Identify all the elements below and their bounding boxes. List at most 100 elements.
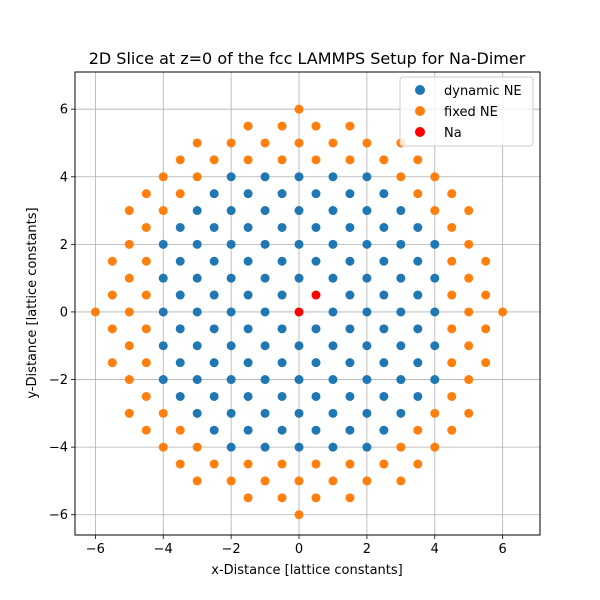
- y-tick-label: −6: [49, 508, 68, 523]
- point-dynamic-ne: [260, 206, 270, 216]
- point-dynamic-ne: [396, 307, 406, 317]
- x-axis-label: x-Distance [lattice constants]: [211, 563, 402, 578]
- point-fixed-ne: [481, 358, 491, 368]
- point-fixed-ne: [243, 493, 253, 503]
- point-dynamic-ne: [277, 358, 287, 368]
- point-fixed-ne: [141, 324, 151, 334]
- point-dynamic-ne: [158, 239, 168, 249]
- points-layer: [90, 104, 508, 520]
- point-fixed-ne: [107, 324, 117, 334]
- point-fixed-ne: [192, 172, 202, 182]
- y-tick-label: 6: [60, 103, 68, 118]
- point-dynamic-ne: [226, 239, 236, 249]
- point-dynamic-ne: [243, 256, 253, 266]
- point-dynamic-ne: [311, 189, 321, 199]
- point-dynamic-ne: [328, 273, 338, 283]
- point-dynamic-ne: [277, 324, 287, 334]
- point-dynamic-ne: [243, 425, 253, 435]
- point-fixed-ne: [260, 138, 270, 148]
- point-dynamic-ne: [328, 307, 338, 317]
- point-fixed-ne: [481, 324, 491, 334]
- point-fixed-ne: [124, 375, 134, 385]
- legend-label-na: Na: [444, 126, 462, 141]
- point-dynamic-ne: [260, 375, 270, 385]
- point-dynamic-ne: [226, 273, 236, 283]
- point-dynamic-ne: [158, 273, 168, 283]
- point-fixed-ne: [243, 155, 253, 165]
- point-fixed-ne: [277, 155, 287, 165]
- y-tick-label: −2: [49, 373, 68, 388]
- point-fixed-ne: [192, 138, 202, 148]
- point-dynamic-ne: [192, 307, 202, 317]
- point-dynamic-ne: [277, 425, 287, 435]
- point-fixed-ne: [464, 307, 474, 317]
- point-dynamic-ne: [413, 290, 423, 300]
- point-fixed-ne: [175, 425, 185, 435]
- point-dynamic-ne: [175, 290, 185, 300]
- x-tick-label: −4: [154, 542, 173, 557]
- point-dynamic-ne: [413, 324, 423, 334]
- point-fixed-ne: [124, 341, 134, 351]
- point-fixed-ne: [90, 307, 100, 317]
- point-fixed-ne: [294, 476, 304, 486]
- point-dynamic-ne: [294, 442, 304, 452]
- point-fixed-ne: [481, 290, 491, 300]
- point-dynamic-ne: [362, 408, 372, 418]
- point-dynamic-ne: [192, 375, 202, 385]
- point-dynamic-ne: [226, 375, 236, 385]
- point-dynamic-ne: [226, 442, 236, 452]
- point-dynamic-ne: [175, 222, 185, 232]
- point-dynamic-ne: [243, 391, 253, 401]
- point-fixed-ne: [464, 273, 474, 283]
- point-dynamic-ne: [328, 341, 338, 351]
- point-dynamic-ne: [209, 425, 219, 435]
- point-dynamic-ne: [362, 307, 372, 317]
- point-fixed-ne: [124, 206, 134, 216]
- point-dynamic-ne: [209, 358, 219, 368]
- point-dynamic-ne: [226, 341, 236, 351]
- x-tick-label: −6: [86, 542, 105, 557]
- point-fixed-ne: [294, 510, 304, 520]
- point-dynamic-ne: [430, 239, 440, 249]
- point-fixed-ne: [243, 459, 253, 469]
- point-fixed-ne: [141, 222, 151, 232]
- point-dynamic-ne: [175, 256, 185, 266]
- point-dynamic-ne: [362, 273, 372, 283]
- point-dynamic-ne: [294, 273, 304, 283]
- point-fixed-ne: [226, 476, 236, 486]
- point-dynamic-ne: [192, 273, 202, 283]
- point-dynamic-ne: [243, 358, 253, 368]
- point-dynamic-ne: [379, 358, 389, 368]
- point-dynamic-ne: [362, 239, 372, 249]
- point-dynamic-ne: [311, 256, 321, 266]
- point-fixed-ne: [447, 391, 457, 401]
- point-dynamic-ne: [277, 391, 287, 401]
- point-dynamic-ne: [294, 408, 304, 418]
- point-dynamic-ne: [209, 391, 219, 401]
- point-dynamic-ne: [413, 358, 423, 368]
- point-fixed-ne: [430, 408, 440, 418]
- legend-label-fixed-ne: fixed NE: [444, 105, 498, 120]
- point-dynamic-ne: [209, 256, 219, 266]
- point-fixed-ne: [447, 189, 457, 199]
- point-fixed-ne: [413, 155, 423, 165]
- point-dynamic-ne: [311, 358, 321, 368]
- point-fixed-ne: [464, 408, 474, 418]
- point-dynamic-ne: [328, 172, 338, 182]
- point-fixed-ne: [124, 239, 134, 249]
- point-fixed-ne: [141, 189, 151, 199]
- point-dynamic-ne: [362, 172, 372, 182]
- point-fixed-ne: [294, 104, 304, 114]
- point-fixed-ne: [464, 239, 474, 249]
- point-dynamic-ne: [158, 375, 168, 385]
- point-fixed-ne: [311, 459, 321, 469]
- point-dynamic-ne: [294, 341, 304, 351]
- point-dynamic-ne: [345, 391, 355, 401]
- point-fixed-ne: [345, 121, 355, 131]
- point-fixed-ne: [328, 476, 338, 486]
- point-dynamic-ne: [362, 375, 372, 385]
- legend-marker-fixed-ne: [415, 106, 425, 116]
- point-dynamic-ne: [209, 189, 219, 199]
- point-fixed-ne: [124, 273, 134, 283]
